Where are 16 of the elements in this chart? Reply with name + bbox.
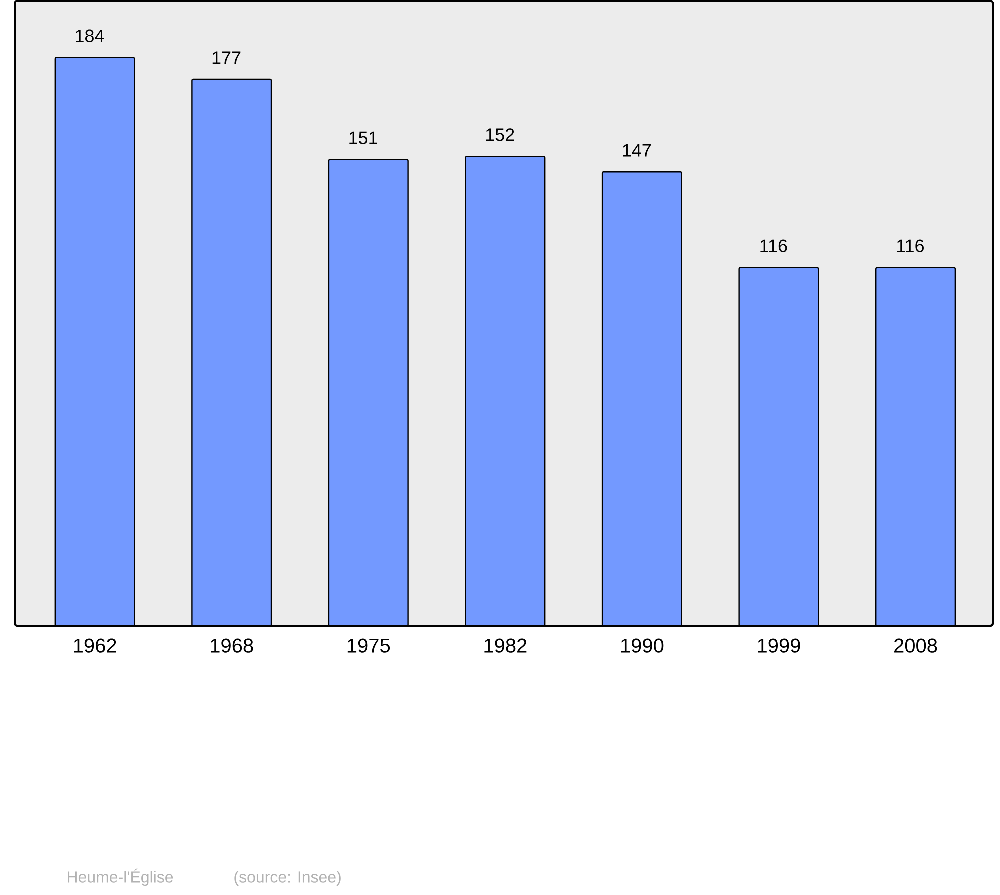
data-label: 184 [76, 30, 104, 43]
x-tick-label: 1990 [621, 638, 664, 654]
data-label: 116 [897, 240, 924, 253]
x-tick-label: 1968 [211, 638, 254, 654]
data-label: 116 [760, 240, 788, 253]
x-tick-label: 1999 [758, 638, 800, 654]
text: Heume-l'Église [68, 868, 174, 886]
x-tick-label: 1982 [484, 638, 527, 654]
x-tick-label: 2008 [894, 638, 938, 654]
x-tick-label: 1962 [74, 638, 116, 654]
x-tick-label: 1975 [348, 638, 390, 654]
data-label: 151 [350, 132, 378, 145]
data-label: 147 [623, 144, 651, 157]
data-label: 177 [212, 52, 241, 64]
data-label: 152 [486, 128, 514, 142]
text: (source: Insee) [234, 871, 341, 886]
